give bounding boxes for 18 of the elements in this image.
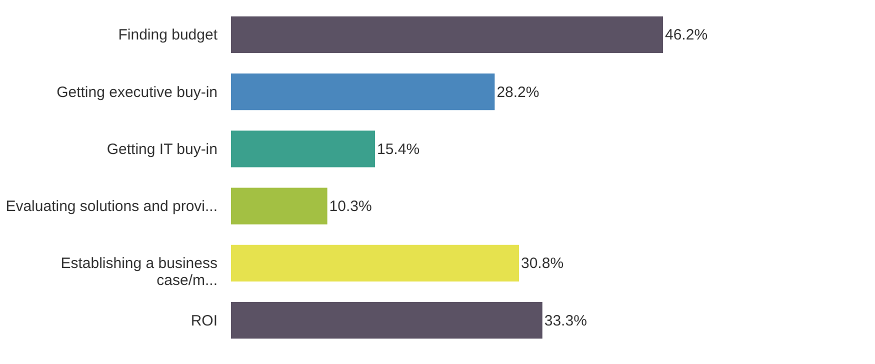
y-tick-label: Getting IT buy-in: [106, 140, 218, 158]
y-tick-label: ROI: [190, 312, 218, 330]
data-label: 15.4%: [377, 140, 420, 158]
bar: [231, 130, 375, 168]
bar: [231, 16, 663, 53]
bar: [231, 74, 495, 110]
y-tick-label: Getting executive buy-in: [56, 84, 218, 101]
data-label: 46.2%: [665, 26, 708, 44]
data-label: 10.3%: [329, 198, 372, 216]
data-label: 33.3%: [544, 312, 587, 330]
bar: [231, 302, 542, 339]
y-tick-label: Establishing a business case/m...: [60, 255, 218, 290]
data-label: 30.8%: [521, 255, 564, 272]
y-tick-label: Finding budget: [118, 26, 218, 44]
bar: [231, 244, 519, 282]
y-tick-label: Evaluating solutions and provi...: [6, 198, 218, 216]
data-label: 28.2%: [496, 84, 540, 101]
bar: [231, 188, 328, 224]
